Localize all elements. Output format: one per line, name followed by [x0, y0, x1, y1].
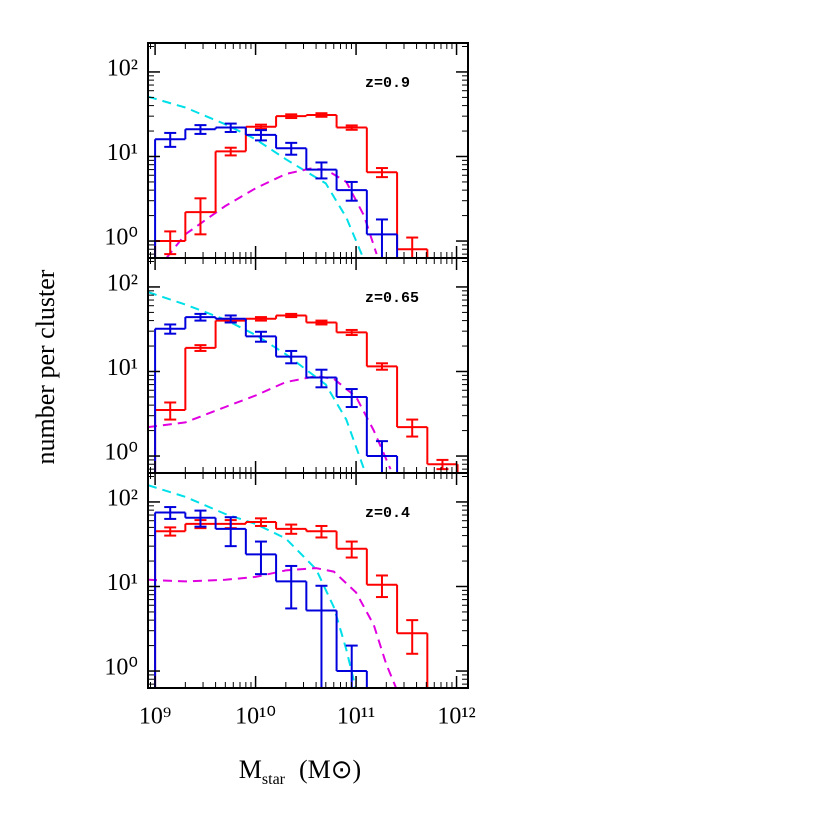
error-bar [285, 113, 298, 120]
x-label-subscript: star [262, 771, 286, 788]
model-curve [165, 167, 378, 258]
x-tick-label: 10¹⁰ [235, 704, 276, 730]
error-bar [164, 401, 177, 421]
error-bar [285, 349, 298, 365]
error-bar [345, 388, 358, 409]
error-bar [375, 440, 388, 473]
error-bar [345, 644, 358, 688]
y-tick-label: 10⁰ [104, 655, 138, 681]
error-bar [375, 218, 388, 258]
error-bar [345, 328, 358, 337]
y-tick-label: 10² [107, 55, 138, 81]
error-bar [315, 112, 328, 118]
error-bar [406, 236, 419, 258]
y-tick-label: 10⁰ [104, 225, 138, 251]
error-bar [254, 129, 267, 142]
error-bar [194, 312, 207, 322]
error-bar [315, 368, 328, 389]
x-label-symbol: M [239, 755, 262, 784]
model-curve [148, 95, 365, 258]
error-bar [224, 314, 237, 324]
error-bar [194, 509, 207, 528]
annotation: z=0.4 [365, 505, 410, 522]
y-tick-label: 10⁰ [104, 440, 138, 466]
model-curve [148, 484, 357, 688]
error-bar [254, 123, 267, 130]
error-bar [315, 584, 328, 688]
annotation: z=0.9 [365, 75, 410, 92]
y-tick-label: 10¹ [107, 140, 138, 166]
error-bar [345, 180, 358, 202]
error-bar [285, 564, 298, 610]
error-bar [375, 362, 388, 371]
error-bar [285, 523, 298, 535]
error-bar [224, 122, 237, 133]
y-tick-label: 10¹ [107, 355, 138, 381]
error-bar [254, 330, 267, 343]
plot-area [148, 291, 459, 473]
x-label-unit: (M⊙) [299, 755, 361, 784]
plot-area [148, 95, 429, 258]
plot-area [148, 484, 429, 688]
error-bar [254, 517, 267, 527]
y-tick-label: 10² [107, 270, 138, 296]
x-tick-label: 10¹² [437, 704, 475, 730]
x-tick-label: 10¹¹ [337, 704, 375, 730]
error-bar [194, 344, 207, 352]
error-bar [164, 526, 177, 537]
y-tick-label: 10¹ [107, 570, 138, 596]
y-axis-label: number per cluster [31, 269, 60, 464]
error-bar [224, 146, 237, 157]
error-bar [345, 124, 358, 131]
error-bar [315, 319, 328, 326]
error-bar [164, 323, 177, 335]
error-bar [224, 516, 237, 548]
model-curve [148, 567, 398, 688]
error-bar [406, 418, 419, 438]
frame [147, 472, 469, 689]
error-bar [375, 574, 388, 599]
model-curve [148, 291, 365, 470]
error-bar [254, 316, 267, 322]
error-bar [285, 312, 298, 319]
error-bar [164, 131, 177, 148]
error-bar [315, 161, 328, 180]
error-bar [254, 540, 267, 576]
error-bar [164, 506, 177, 520]
error-bar [164, 230, 177, 256]
model-curve [148, 375, 392, 470]
error-bar [194, 124, 207, 135]
error-bar [315, 524, 328, 539]
annotation: z=0.65 [365, 290, 419, 307]
x-axis-label: Mstar (M⊙) [239, 755, 361, 788]
y-tick-label: 10² [107, 485, 138, 511]
error-bar [285, 141, 298, 156]
error-bar [406, 619, 419, 655]
error-bar [375, 167, 388, 179]
x-tick-label: 10⁹ [139, 704, 171, 730]
error-bar [345, 540, 358, 559]
error-bar [194, 197, 207, 236]
